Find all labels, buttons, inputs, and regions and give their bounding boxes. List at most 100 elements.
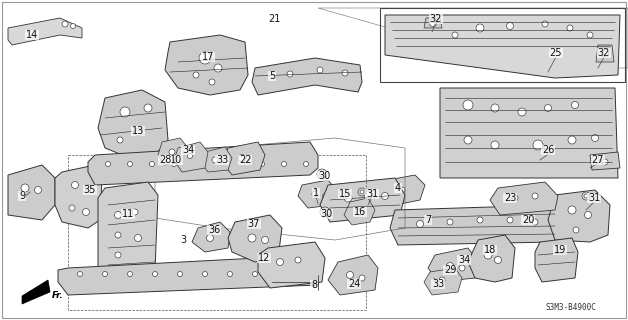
Polygon shape <box>596 45 614 62</box>
Circle shape <box>169 149 175 155</box>
Circle shape <box>106 162 111 166</box>
Circle shape <box>477 217 483 223</box>
Circle shape <box>237 162 242 166</box>
Circle shape <box>518 108 526 116</box>
Polygon shape <box>385 15 620 78</box>
Circle shape <box>317 67 323 73</box>
Text: 17: 17 <box>202 52 214 62</box>
Polygon shape <box>22 280 50 304</box>
Circle shape <box>303 271 308 276</box>
Circle shape <box>134 129 141 135</box>
Circle shape <box>585 212 592 219</box>
Circle shape <box>127 271 133 276</box>
Text: 30: 30 <box>318 171 330 181</box>
Circle shape <box>347 271 354 278</box>
Circle shape <box>430 20 436 27</box>
Circle shape <box>115 232 121 238</box>
Circle shape <box>358 188 366 196</box>
Text: Fr.: Fr. <box>52 291 64 300</box>
Circle shape <box>416 220 423 228</box>
Circle shape <box>70 23 75 28</box>
Polygon shape <box>424 268 462 295</box>
Circle shape <box>278 271 283 276</box>
Circle shape <box>320 172 325 177</box>
Circle shape <box>317 169 327 179</box>
Circle shape <box>464 136 472 144</box>
Circle shape <box>357 209 363 215</box>
Polygon shape <box>58 255 322 295</box>
Text: 18: 18 <box>484 245 496 255</box>
Text: 22: 22 <box>239 155 251 165</box>
Polygon shape <box>382 175 425 205</box>
Polygon shape <box>200 147 232 172</box>
Circle shape <box>120 107 130 117</box>
Circle shape <box>252 271 257 276</box>
Circle shape <box>115 252 121 258</box>
Circle shape <box>248 234 256 242</box>
Circle shape <box>212 157 218 163</box>
Polygon shape <box>252 58 362 95</box>
Text: 33: 33 <box>432 279 444 289</box>
Circle shape <box>533 140 543 150</box>
Circle shape <box>463 100 473 110</box>
Text: 7: 7 <box>425 215 431 225</box>
Circle shape <box>568 206 576 214</box>
Polygon shape <box>440 88 618 178</box>
Circle shape <box>532 219 538 225</box>
Text: 34: 34 <box>182 145 194 155</box>
Polygon shape <box>298 180 338 208</box>
Circle shape <box>171 162 176 166</box>
Circle shape <box>259 162 264 166</box>
Circle shape <box>542 21 548 27</box>
Circle shape <box>532 193 538 199</box>
Circle shape <box>214 64 222 72</box>
Text: 36: 36 <box>208 225 220 235</box>
Circle shape <box>287 71 293 77</box>
Circle shape <box>295 257 301 263</box>
Circle shape <box>587 32 593 38</box>
Polygon shape <box>228 215 282 262</box>
Text: 34: 34 <box>458 255 470 265</box>
Polygon shape <box>344 198 375 225</box>
Polygon shape <box>590 152 620 170</box>
Text: 5: 5 <box>269 71 275 81</box>
Circle shape <box>582 192 590 200</box>
Circle shape <box>323 194 327 198</box>
Polygon shape <box>98 90 168 158</box>
Text: 12: 12 <box>258 253 270 263</box>
Text: 21: 21 <box>268 14 280 24</box>
Polygon shape <box>424 18 442 28</box>
Circle shape <box>202 271 207 276</box>
Circle shape <box>153 271 158 276</box>
Circle shape <box>209 79 215 85</box>
Text: 31: 31 <box>366 189 378 199</box>
Polygon shape <box>548 190 610 242</box>
Circle shape <box>72 181 78 188</box>
Polygon shape <box>222 142 265 175</box>
Circle shape <box>69 205 75 211</box>
Text: 8: 8 <box>311 280 317 290</box>
Text: 32: 32 <box>430 14 442 24</box>
Polygon shape <box>8 165 55 220</box>
Text: 4: 4 <box>395 183 401 193</box>
Polygon shape <box>192 222 230 252</box>
Polygon shape <box>328 255 378 295</box>
Circle shape <box>447 219 453 225</box>
Circle shape <box>452 32 458 38</box>
Polygon shape <box>490 182 558 215</box>
Text: S3M3-B4900C: S3M3-B4900C <box>545 303 596 313</box>
Text: 19: 19 <box>554 245 566 255</box>
Circle shape <box>303 162 308 166</box>
Circle shape <box>193 72 199 78</box>
Circle shape <box>312 191 318 197</box>
Polygon shape <box>535 238 578 282</box>
Polygon shape <box>320 178 405 222</box>
Text: 14: 14 <box>26 30 38 40</box>
Text: 32: 32 <box>598 48 610 58</box>
Polygon shape <box>258 242 325 288</box>
Circle shape <box>62 21 68 27</box>
Circle shape <box>491 104 499 112</box>
Circle shape <box>215 162 220 166</box>
Circle shape <box>484 251 492 259</box>
Circle shape <box>344 194 352 202</box>
